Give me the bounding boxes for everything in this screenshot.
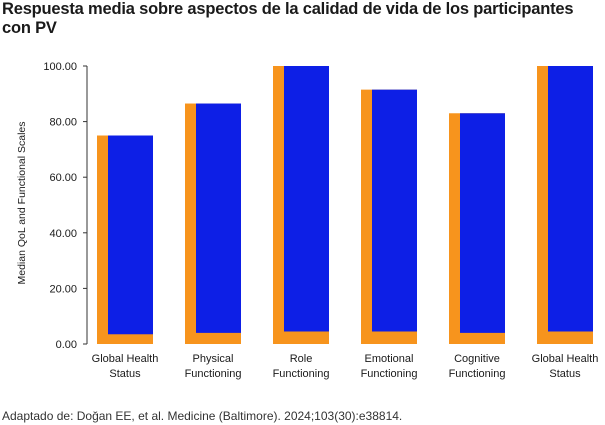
x-tick-label: Status: [109, 368, 141, 380]
x-tick-label: Cognitive: [454, 353, 500, 365]
x-tick-label: Role: [290, 353, 313, 365]
y-tick-label: 0.00: [56, 339, 77, 351]
x-tick-label: Global Health: [532, 353, 599, 365]
y-tick-label: 60.00: [49, 172, 77, 184]
bar-blue: [548, 66, 593, 332]
y-tick-label: 100.00: [43, 61, 77, 73]
y-axis-label: Median QoL and Functional Scales: [16, 121, 28, 284]
x-tick-label: Status: [549, 368, 581, 380]
y-tick-label: 40.00: [49, 228, 77, 240]
x-tick-label: Functioning: [273, 368, 330, 380]
x-tick-label: Physical: [193, 353, 234, 365]
y-tick-label: 20.00: [49, 283, 77, 295]
bar-blue: [108, 135, 153, 335]
source-note: Adaptado de: Doğan EE, et al. Medicine (…: [2, 409, 403, 423]
chart-title: Respuesta media sobre aspectos de la cal…: [2, 0, 574, 37]
x-tick-label: Functioning: [361, 368, 418, 380]
x-axis: Global Health Status Physical Functioning Ro…: [92, 353, 599, 380]
bar-blue: [284, 66, 329, 332]
x-tick-label: Global Health: [92, 353, 159, 365]
bar-blue: [196, 103, 241, 333]
y-tick-label: 80.00: [49, 117, 77, 129]
y-axis: 0.00 20.00 40.00 60.00 80.00 100.00: [43, 61, 88, 351]
bars: [97, 66, 593, 344]
bar-blue: [460, 113, 505, 333]
x-tick-label: Functioning: [185, 368, 242, 380]
x-tick-label: Functioning: [449, 368, 506, 380]
x-tick-label: Emotional: [365, 353, 414, 365]
bar-blue: [372, 89, 417, 332]
